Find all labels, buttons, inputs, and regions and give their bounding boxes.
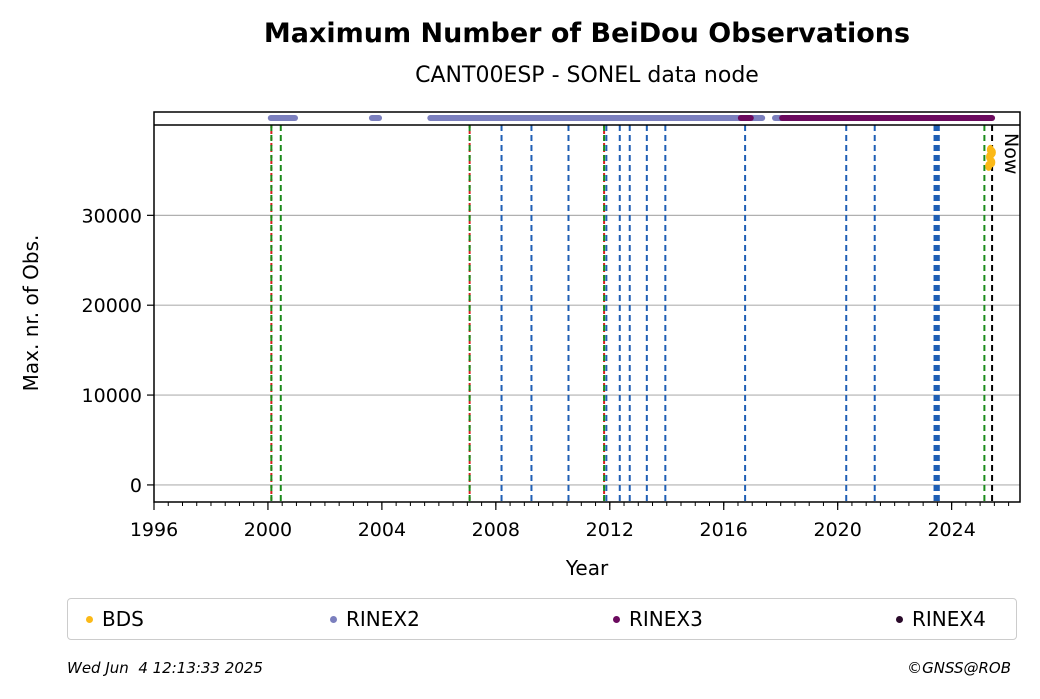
legend-label-rinex2: RINEX2 (346, 607, 420, 631)
legend-marker-bds (86, 615, 93, 623)
x-tick-label: 1996 (130, 519, 178, 541)
chart-canvas: Maximum Number of BeiDou Observations CA… (19, 18, 1022, 580)
chart-title: Maximum Number of BeiDou Observations (264, 18, 910, 49)
data-point-bds (988, 157, 996, 168)
y-axis-label: Max. nr. of Obs. (19, 235, 43, 392)
x-tick-label: 2020 (814, 519, 862, 541)
legend-item-rinex4: RINEX4 (896, 607, 986, 631)
chart-subtitle: CANT00ESP - SONEL data node (415, 63, 759, 88)
x-tick-label: 2000 (244, 519, 292, 541)
x-tick-label: 2024 (927, 519, 975, 541)
legend-marker-rinex3 (613, 615, 620, 623)
x-tick-label: 2012 (586, 519, 634, 541)
legend-item-rinex2: RINEX2 (330, 607, 420, 631)
footer-credit: ©GNSS@ROB (907, 659, 1011, 677)
y-tick-label: 20000 (82, 295, 142, 317)
y-tick-label: 30000 (82, 205, 142, 227)
y-tick-label: 0 (130, 475, 142, 497)
footer-timestamp: Wed Jun 4 12:13:33 2025 (67, 659, 263, 677)
legend-label-rinex4: RINEX4 (912, 607, 986, 631)
y-tick-label: 10000 (82, 385, 142, 407)
x-axis-label: Year (565, 556, 609, 580)
legend-marker-rinex4 (896, 615, 903, 623)
data-point-bds (988, 147, 996, 158)
plot-area: 0 10000 20000 30000 1996 2000 2004 2008 2012 2016… (82, 111, 1022, 541)
legend-item-bds: BDS (86, 607, 144, 631)
legend-label-bds: BDS (102, 607, 144, 631)
legend-label-rinex3: RINEX3 (629, 607, 703, 631)
x-tick-label: 2004 (358, 519, 406, 541)
x-tick-label: 2016 (700, 519, 748, 541)
legend: BDS RINEX2 RINEX3 RINEX4 (67, 598, 1017, 640)
now-label: Now (1000, 133, 1022, 174)
x-tick-label: 2008 (472, 519, 520, 541)
legend-item-rinex3: RINEX3 (613, 607, 703, 631)
legend-marker-rinex2 (330, 615, 337, 623)
axes-frame (153, 111, 1021, 503)
